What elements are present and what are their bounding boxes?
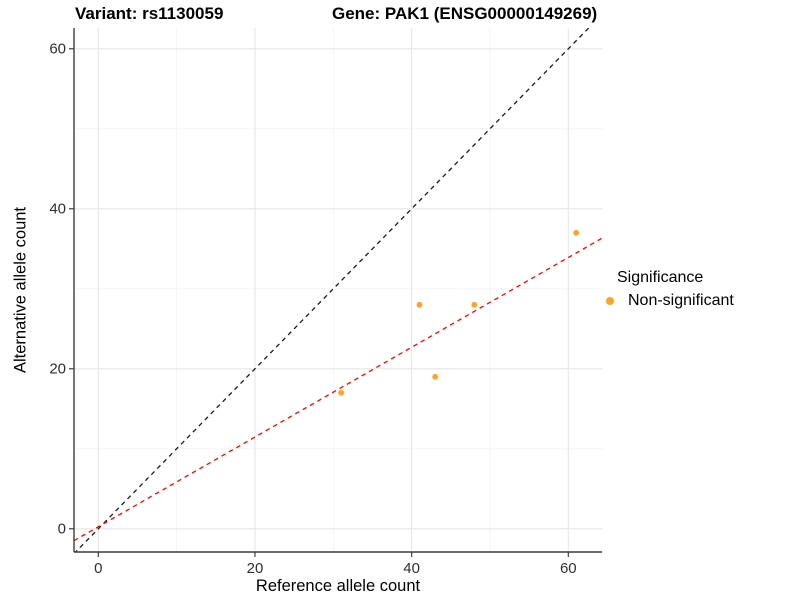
y-tick-label: 40 — [49, 200, 66, 218]
x-tick-label: 20 — [246, 560, 264, 577]
x-tick-label: 0 — [94, 560, 103, 577]
data-point — [471, 301, 478, 308]
data-point — [416, 301, 423, 308]
data-point — [573, 229, 580, 236]
legend-point-icon — [606, 297, 614, 305]
x-tick-label: 40 — [403, 560, 420, 577]
legend: Significance Non-significant — [604, 269, 734, 310]
x-axis-label: Reference allele count — [255, 577, 421, 595]
identity-line — [74, 28, 590, 552]
data-point — [338, 389, 345, 396]
gene-title: Gene: PAK1 (ENSG00000149269) — [332, 4, 598, 23]
legend-entry-label: Non-significant — [628, 292, 734, 309]
y-tick-label: 20 — [49, 360, 66, 378]
legend-title: Significance — [617, 269, 704, 286]
y-tick-label: 0 — [57, 520, 66, 538]
legend-entry: Non-significant — [604, 292, 734, 310]
x-tick-label: 60 — [559, 560, 577, 577]
y-axis-label: Alternative allele count — [11, 206, 30, 374]
variant-title: Variant: rs1130059 — [75, 4, 224, 23]
data-point — [432, 373, 439, 380]
y-tick-label: 60 — [49, 40, 66, 58]
